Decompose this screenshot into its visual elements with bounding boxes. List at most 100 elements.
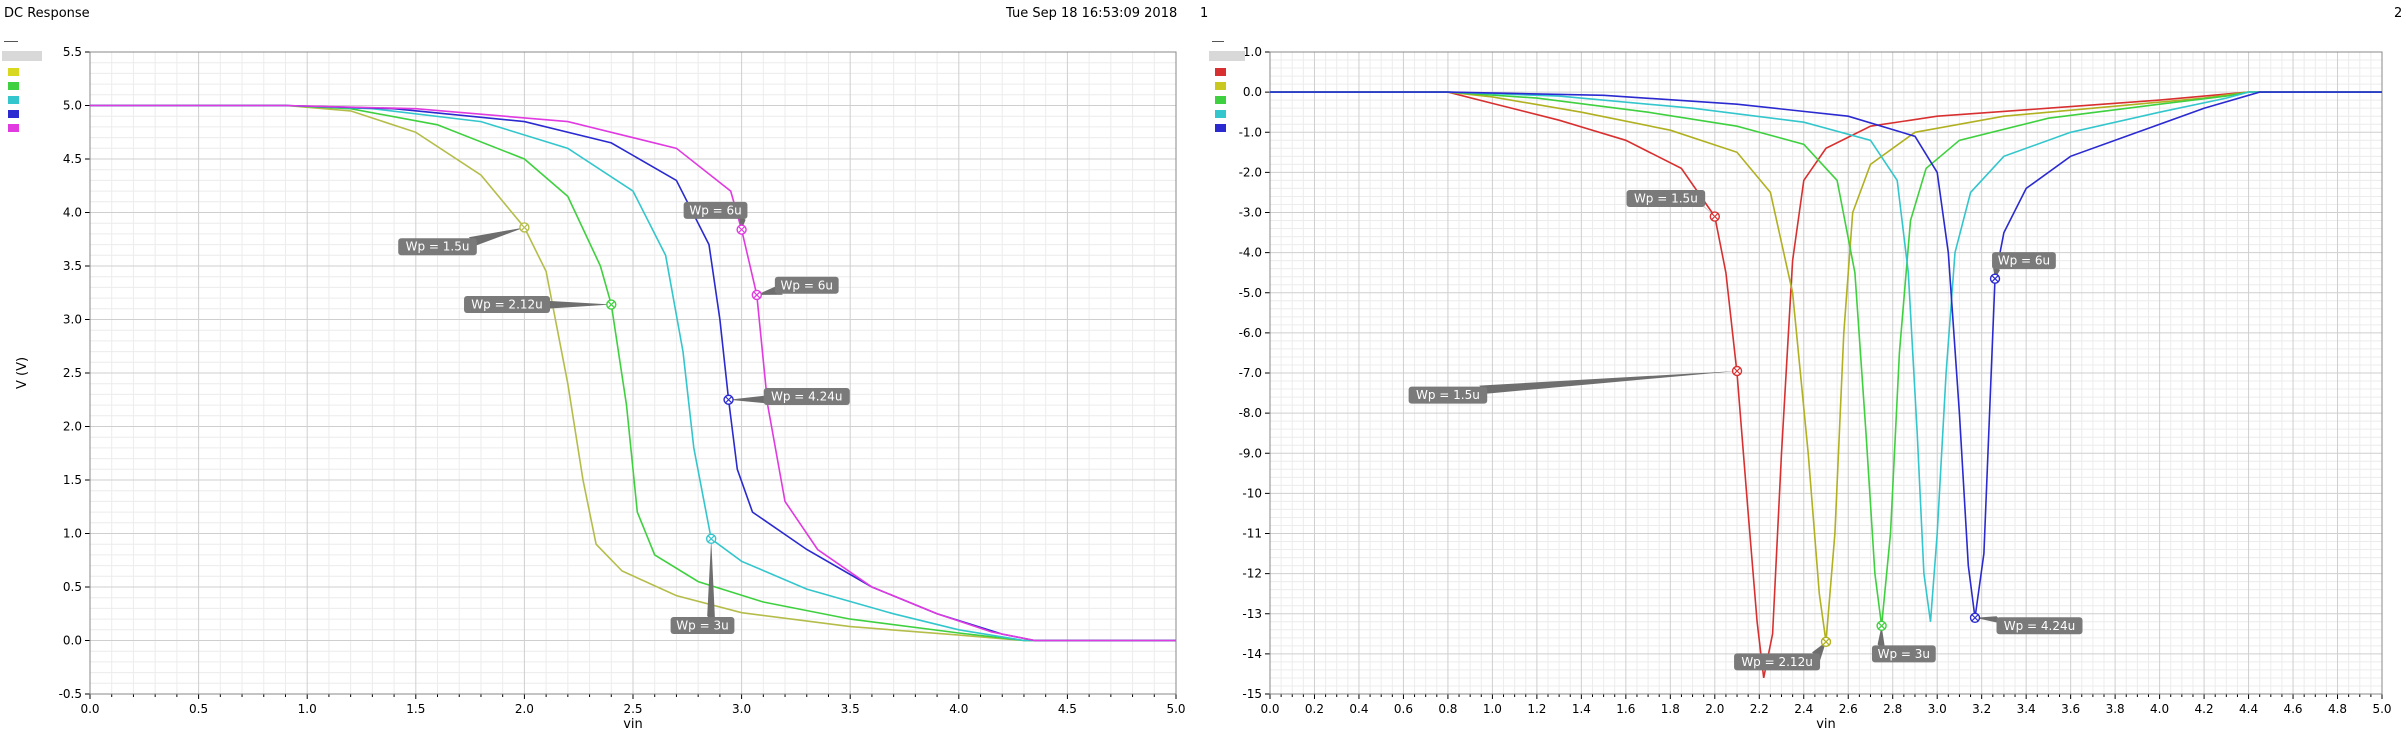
x-axis-label: vin — [1816, 717, 1836, 732]
y-tick-label: 5.0 — [63, 99, 82, 113]
marker-cross — [1878, 622, 1886, 630]
marker-label: Wp = 6u — [689, 203, 741, 217]
marker-label: Wp = 6u — [1998, 254, 2050, 268]
chart-1: 0.0 0.5 1.0 1.5 2.0 2.5 3.0 3.5 4.0 4.5 5.0-0.50.0… — [2, 45, 1186, 732]
x-tick-label: 3.2 — [1972, 702, 1991, 716]
marker-label: Wp = 6u — [781, 278, 833, 292]
legend-swatch — [1215, 82, 1226, 90]
marker-label: Wp = 3u — [1878, 647, 1930, 661]
x-tick-label: 0.6 — [1394, 702, 1413, 716]
x-tick-label: 4.0 — [949, 702, 968, 716]
page-number-left: 1 — [1200, 6, 1209, 21]
y-tick-label: -5.0 — [1239, 286, 1262, 300]
legend-header-bar — [2, 51, 42, 61]
marker-label: Wp = 2.12u — [1741, 655, 1813, 669]
x-tick-label: 2.0 — [1705, 702, 1724, 716]
x-tick-label: 2.5 — [623, 702, 642, 716]
x-tick-label: 3.6 — [2061, 702, 2080, 716]
y-tick-label: -2.0 — [1239, 165, 1262, 179]
marker-label: Wp = 1.5u — [1634, 191, 1698, 205]
marker-label: Wp = 1.5u — [1416, 388, 1480, 402]
y-tick-label: -12 — [1242, 567, 1262, 581]
x-tick-label: 4.2 — [2195, 702, 2214, 716]
legend-swatch — [8, 124, 19, 132]
y-tick-label: -7.0 — [1239, 366, 1262, 380]
legend-swatch — [8, 68, 19, 76]
y-tick-label: 1.0 — [1243, 45, 1262, 59]
marker-label-box — [1992, 252, 2056, 270]
marker-label: Wp = 3u — [676, 619, 728, 633]
y-tick-label: -4.0 — [1239, 246, 1262, 260]
x-tick-label: 2.2 — [1750, 702, 1769, 716]
y-tick-label: -6.0 — [1239, 326, 1262, 340]
x-tick-label: 0.0 — [1260, 702, 1279, 716]
x-tick-label: 2.0 — [515, 702, 534, 716]
x-tick-label: 0.8 — [1438, 702, 1457, 716]
marker-cross — [753, 291, 761, 299]
x-tick-label: 2.8 — [1883, 702, 1902, 716]
x-tick-label: 3.8 — [2106, 702, 2125, 716]
marker-label-box — [1734, 653, 1821, 671]
x-tick-label: 3.5 — [841, 702, 860, 716]
marker-label-box — [1626, 189, 1706, 207]
x-tick-label: 1.8 — [1661, 702, 1680, 716]
marker-cross — [1991, 275, 1999, 283]
series-line-3 — [90, 104, 1176, 642]
marker-cross — [520, 224, 528, 231]
y-tick-label: -14 — [1242, 647, 1262, 661]
x-tick-label: 1.4 — [1572, 702, 1591, 716]
marker-label-box — [1871, 645, 1936, 663]
x-tick-label: 4.0 — [2150, 702, 2169, 716]
y-tick-label: 2.5 — [63, 366, 82, 380]
marker-cross — [1971, 614, 1979, 622]
x-tick-label: 3.4 — [2017, 702, 2036, 716]
marker-label-box — [683, 201, 748, 219]
marker-label-box — [670, 617, 735, 635]
y-tick-label: -0.5 — [59, 687, 82, 701]
y-tick-label: 0.0 — [63, 634, 82, 648]
y-tick-label: 4.5 — [63, 152, 82, 166]
legend-swatch — [8, 82, 19, 90]
series-line-5 — [90, 104, 1176, 642]
y-tick-label: -10 — [1242, 486, 1262, 500]
marker-label: Wp = 4.24u — [2004, 619, 2076, 633]
legend-dash-right — [1212, 41, 1224, 42]
legend-swatch — [1215, 124, 1226, 132]
x-tick-label: 3.0 — [732, 702, 751, 716]
x-tick-label: 2.6 — [1839, 702, 1858, 716]
marker-cross — [1733, 367, 1741, 375]
x-tick-label: 4.4 — [2239, 702, 2258, 716]
x-tick-label: 1.0 — [298, 702, 317, 716]
marker-cross — [1711, 213, 1719, 220]
x-tick-label: 4.8 — [2328, 702, 2347, 716]
series-line-2 — [90, 104, 1176, 642]
legend-dash-left — [4, 41, 18, 42]
y-tick-label: -11 — [1242, 527, 1262, 541]
marker-label: Wp = 4.24u — [771, 390, 843, 404]
x-tick-label: 4.5 — [1058, 702, 1077, 716]
timestamp: Tue Sep 18 16:53:09 2018 — [1006, 6, 1178, 21]
x-tick-label: 2.4 — [1794, 702, 1813, 716]
plot-frame — [1269, 51, 2383, 695]
marker-leader — [542, 300, 612, 309]
legend-swatch — [1215, 96, 1226, 104]
chart-2: 0.0 0.2 0.4 0.6 0.8 1.0 1.2 1.4 1.6 1.8 2.0 2.2 2.4 2… — [1209, 45, 2392, 732]
marker-label: Wp = 2.12u — [471, 298, 543, 312]
marker-cross — [1822, 638, 1830, 646]
marker-label-box — [763, 388, 850, 406]
series-line-1 — [90, 104, 1176, 642]
marker-label-box — [398, 238, 477, 256]
y-tick-label: 1.5 — [63, 473, 82, 487]
y-tick-label: 3.5 — [63, 259, 82, 273]
y-tick-label: 5.5 — [63, 45, 82, 59]
plot-frame — [89, 51, 1177, 695]
legend-header-bar — [1209, 51, 1245, 61]
y-tick-label: -13 — [1242, 607, 1262, 621]
y-tick-label: -8.0 — [1239, 406, 1262, 420]
marker-cross — [607, 301, 615, 308]
legend-swatch — [1215, 68, 1226, 76]
series-line-1 — [1270, 91, 2382, 679]
x-tick-label: 3.0 — [1928, 702, 1947, 716]
x-tick-label: 1.2 — [1527, 702, 1546, 716]
x-tick-label: 4.6 — [2283, 702, 2302, 716]
